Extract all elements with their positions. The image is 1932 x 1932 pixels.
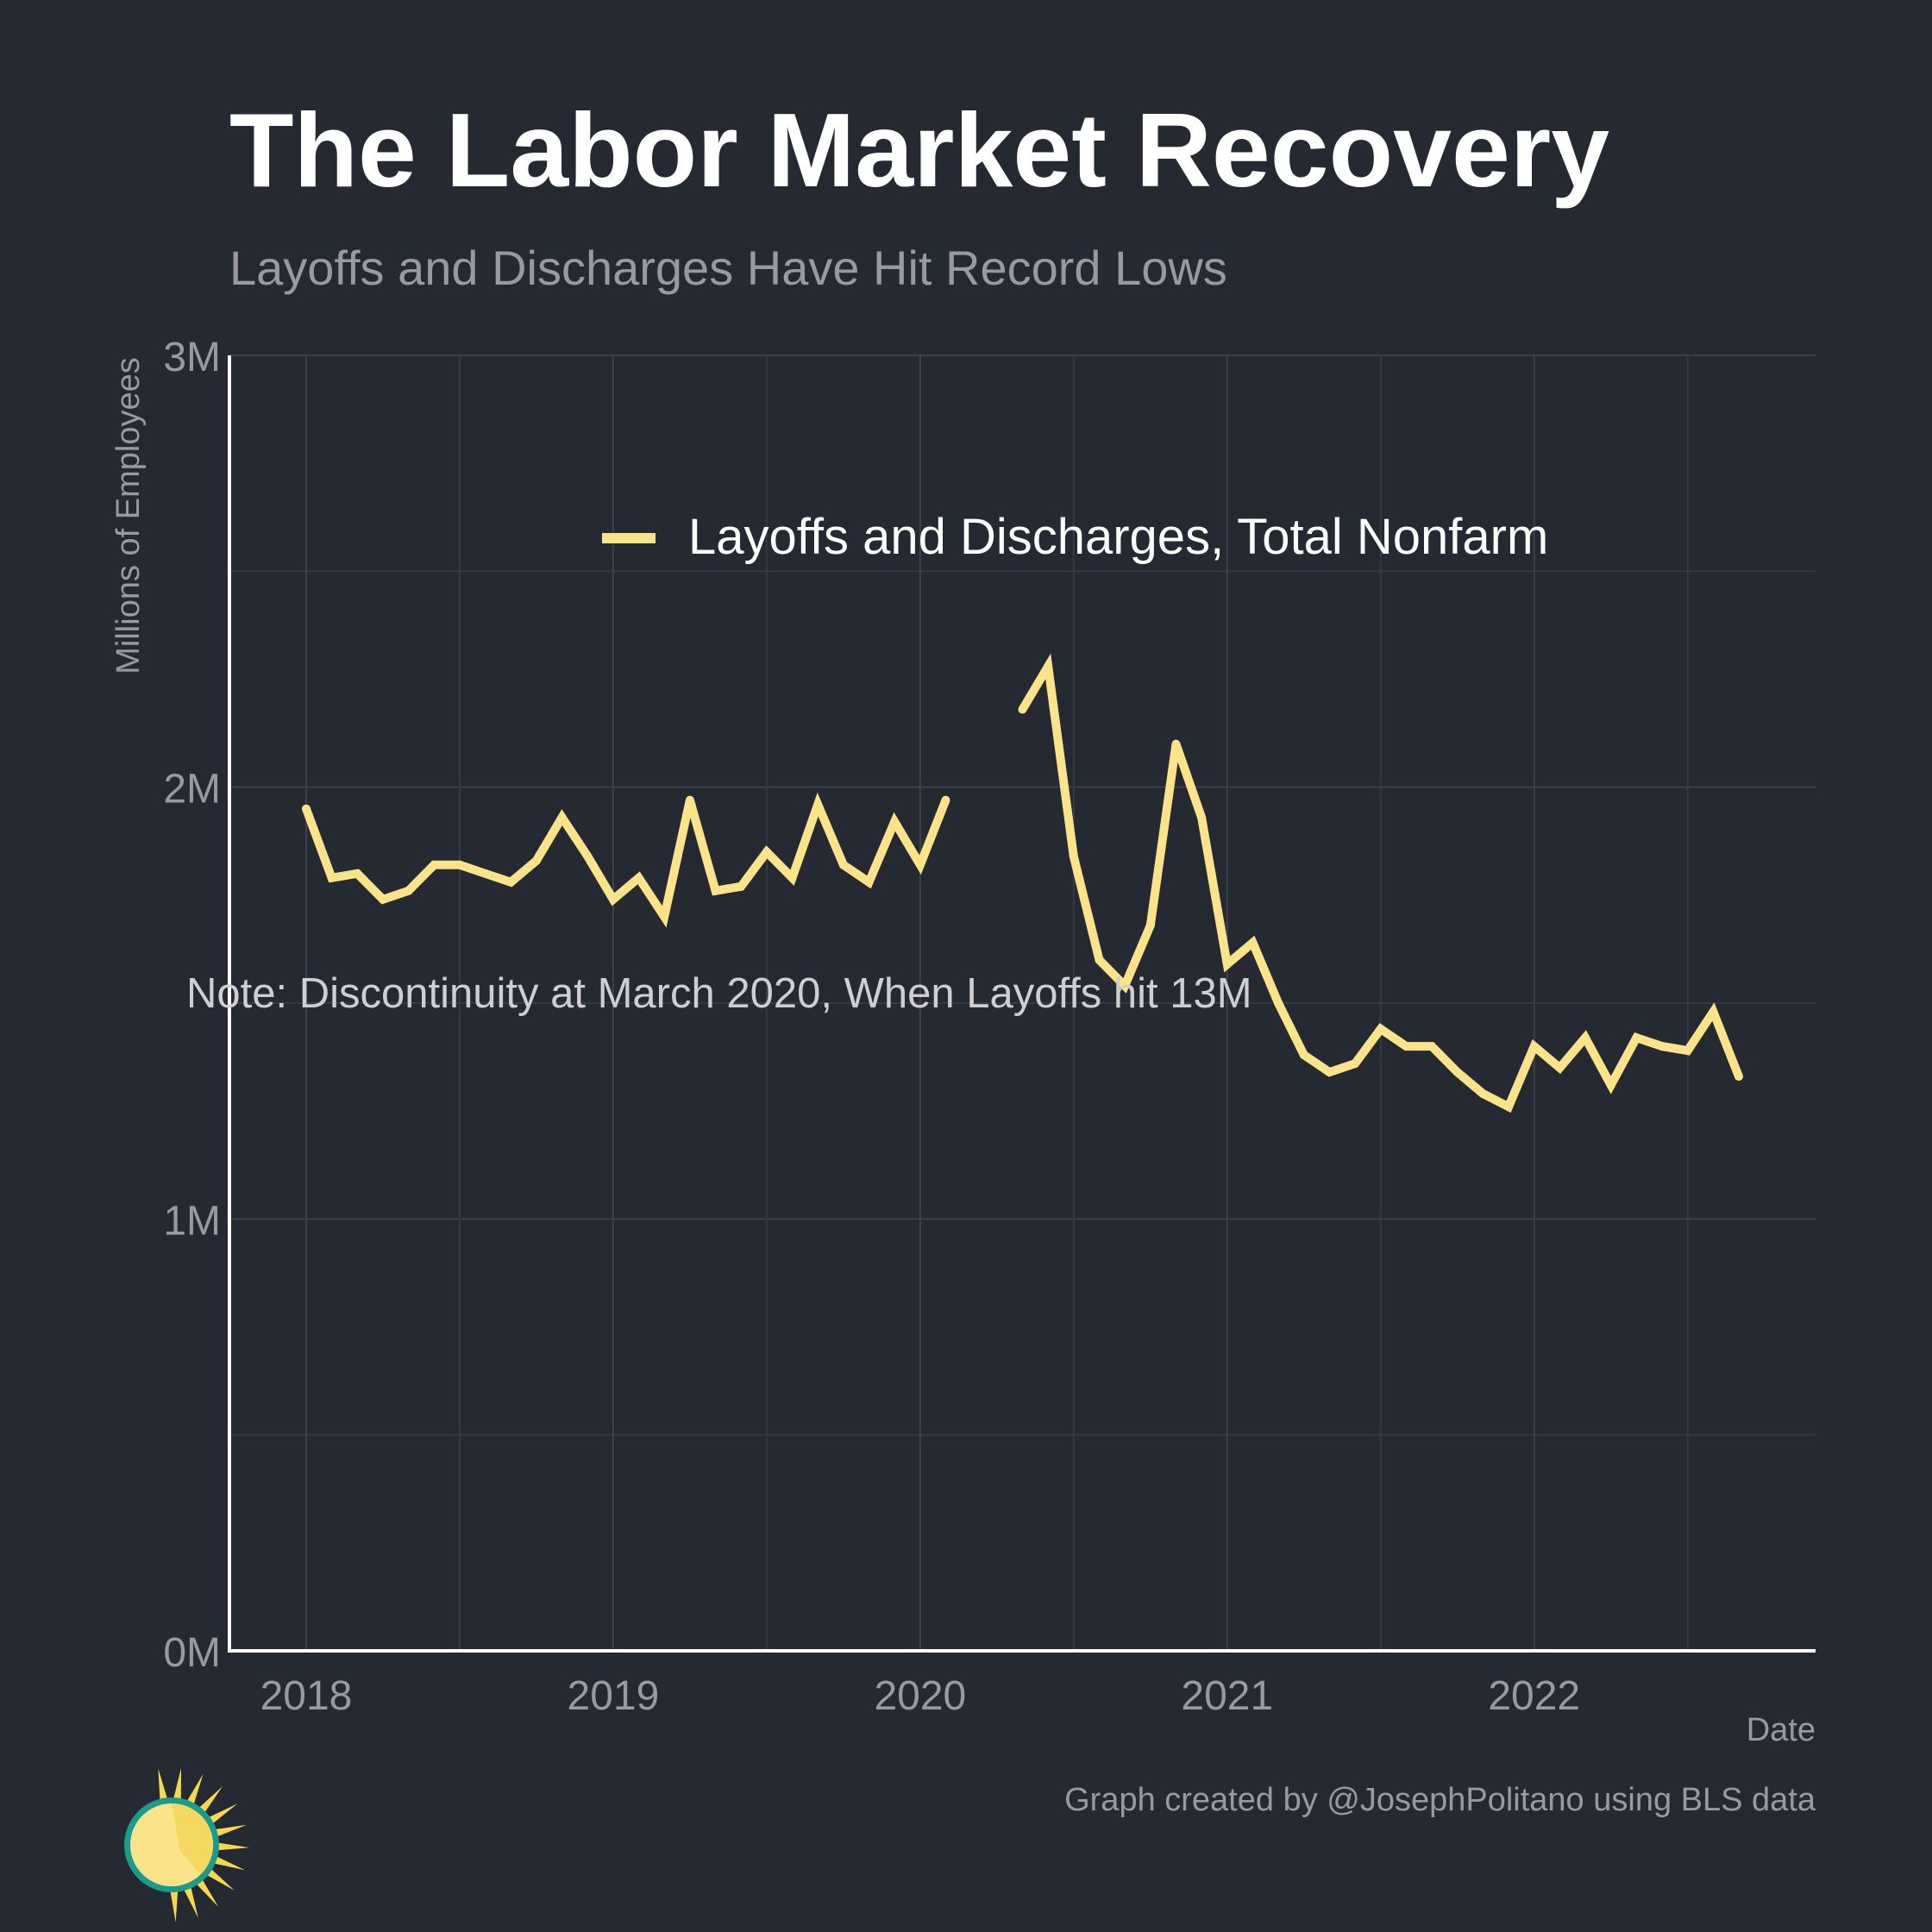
data-point: [813, 800, 823, 809]
y-axis-title: Millions of Employees: [110, 357, 147, 674]
data-point: [711, 886, 720, 895]
sun-ray-icon: [158, 1768, 169, 1805]
data-point: [1606, 1081, 1615, 1090]
data-point: [915, 860, 925, 869]
sun-ray-icon: [212, 1841, 249, 1851]
data-point: [327, 873, 336, 882]
data-point: [1376, 1025, 1385, 1034]
data-point: [1734, 1072, 1744, 1082]
legend-label: Layoffs and Discharges, Total Nonfarm: [688, 509, 1548, 565]
data-point: [480, 869, 490, 878]
data-point: [685, 795, 694, 805]
data-point: [1351, 1059, 1360, 1069]
sun-ray-icon: [209, 1854, 246, 1871]
data-point: [583, 851, 593, 861]
data-point: [941, 795, 950, 805]
y-tick-label: 1M: [163, 1198, 221, 1244]
data-point: [608, 894, 618, 904]
x-tick-label: 2022: [1488, 1673, 1580, 1719]
sun-ray-icon: [181, 1882, 198, 1918]
x-tick-label: 2019: [568, 1673, 660, 1719]
data-point: [1145, 920, 1155, 930]
sun-logo: [124, 1767, 249, 1923]
data-point: [1325, 1068, 1334, 1077]
plot-area: [228, 354, 1816, 1653]
data-point: [1427, 1042, 1437, 1051]
data-point: [1120, 981, 1130, 990]
data-point: [890, 817, 900, 826]
sun-ray-icon: [169, 1885, 179, 1923]
discontinuity-note: Note: Discontinuity at March 2020, When …: [186, 970, 1252, 1017]
data-point: [1274, 999, 1283, 1007]
data-point: [557, 812, 567, 822]
data-point: [1478, 1089, 1488, 1099]
y-tick-label: 3M: [163, 335, 221, 380]
data-point: [404, 886, 413, 895]
grid-lines: [229, 354, 1816, 1652]
data-point: [1658, 1042, 1667, 1051]
data-point: [1709, 1007, 1718, 1017]
data-point: [1248, 938, 1258, 947]
data-point: [531, 856, 541, 865]
data-point: [864, 877, 874, 887]
legend: Layoffs and Discharges, Total Nonfarm: [602, 509, 1548, 565]
data-point: [1632, 1033, 1641, 1043]
sun-ray-icon: [172, 1767, 181, 1805]
data-point: [838, 860, 848, 869]
chart-title: The Labor Market Recovery: [229, 91, 1609, 209]
x-tick-label: 2020: [874, 1673, 966, 1719]
sun-shade-icon: [172, 1803, 214, 1874]
data-point: [1452, 1068, 1462, 1077]
data-point: [430, 860, 439, 869]
data-point: [1402, 1042, 1411, 1051]
data-point: [1222, 959, 1232, 969]
data-point: [1529, 1042, 1539, 1051]
data-point: [1683, 1046, 1692, 1056]
data-point: [301, 804, 310, 813]
data-point: [1504, 1102, 1514, 1112]
x-axis-ticks: 2018 2019 2020 2021 2022: [260, 1673, 1581, 1719]
series-line: [302, 792, 950, 928]
data-point: [1171, 739, 1181, 749]
data-point: [634, 873, 643, 882]
data-point: [455, 860, 464, 869]
data-point: [1095, 955, 1104, 964]
x-axis-title: Date: [1747, 1712, 1816, 1748]
x-tick-label: 2018: [260, 1673, 353, 1719]
data-point: [660, 912, 669, 921]
data-point: [762, 847, 771, 856]
axes: [228, 355, 1816, 1653]
series-layer: [301, 653, 1744, 1113]
data-point: [353, 869, 362, 878]
data-point: [1299, 1051, 1308, 1060]
data-point: [1018, 705, 1027, 714]
data-point: [737, 881, 746, 891]
y-tick-label: 2M: [163, 767, 221, 812]
data-point: [1044, 662, 1053, 671]
sun-ray-icon: [210, 1824, 247, 1839]
data-point: [1555, 1063, 1565, 1073]
data-point: [787, 873, 797, 882]
data-point: [506, 877, 516, 887]
data-point: [378, 894, 387, 904]
data-point: [1197, 812, 1207, 822]
sun-ray-icon: [184, 1773, 204, 1810]
data-point: [1069, 851, 1078, 861]
y-axis-ticks: 0M 1M 2M 3M: [163, 335, 221, 1676]
source-caption: Graph created by @JosephPolitano using B…: [1064, 1782, 1816, 1818]
chart-subtitle: Layoffs and Discharges Have Hit Record L…: [229, 241, 1227, 295]
sun-rays-icon: [158, 1767, 249, 1923]
y-tick-label: 0M: [163, 1630, 221, 1676]
x-tick-label: 2021: [1181, 1673, 1273, 1719]
data-point: [1581, 1033, 1590, 1043]
